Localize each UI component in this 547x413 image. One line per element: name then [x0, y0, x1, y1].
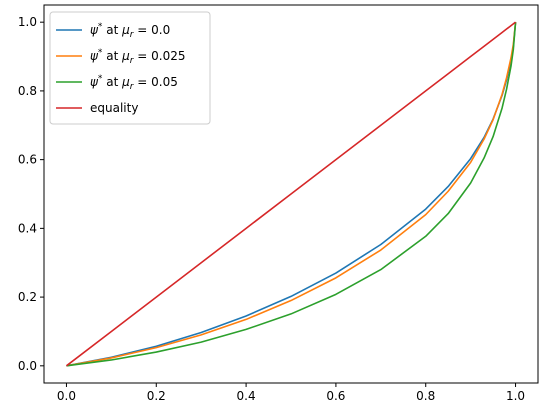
- x-tick-label: 0.0: [57, 389, 76, 403]
- x-tick-label: 0.4: [237, 389, 256, 403]
- x-axis: 0.0 0.2 0.4 0.6 0.8 1.0: [57, 383, 525, 403]
- x-tick-label: 0.8: [416, 389, 435, 403]
- legend-entry-label: ψ* at μr = 0.025: [90, 48, 186, 66]
- legend-entry-label: equality: [90, 101, 138, 115]
- legend-box: [49, 11, 211, 125]
- legend-entry-label: ψ* at μr = 0.0: [90, 22, 170, 40]
- plot-lines: [65, 21, 517, 367]
- y-axis: 0.0 0.2 0.4 0.6 0.8 1.0: [18, 15, 44, 373]
- series-line-3: [65, 21, 517, 367]
- axes-frame: [43, 4, 539, 384]
- y-tick-label: 0.2: [18, 290, 37, 304]
- x-tick-label: 1.0: [506, 389, 525, 403]
- legend-entry-label: ψ* at μr = 0.05: [90, 74, 178, 92]
- y-tick-label: 0.4: [18, 221, 37, 235]
- y-tick-label: 1.0: [18, 15, 37, 29]
- y-tick-label: 0.8: [18, 84, 37, 98]
- series-line-2: [66, 22, 517, 367]
- x-tick-label: 0.2: [147, 389, 166, 403]
- x-tick-label: 0.6: [326, 389, 345, 403]
- series-line-1: [66, 22, 517, 367]
- y-tick-label: 0.6: [18, 153, 37, 167]
- y-tick-label: 0.0: [18, 359, 37, 373]
- legend: ψ* at μr = 0.0 ψ* at μr = 0.025 ψ* at μr =…: [49, 11, 211, 125]
